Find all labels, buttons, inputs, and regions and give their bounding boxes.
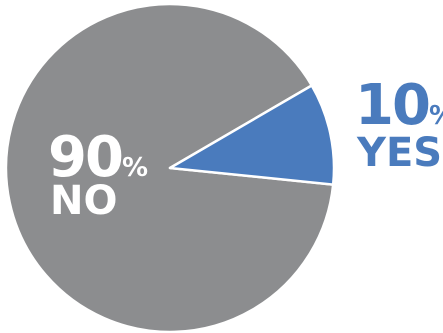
slice-unit-no: % [122,153,148,183]
slice-label-no: 90% [48,125,148,190]
slice-category-yes: YES [356,130,442,176]
pie-slices [4,2,336,333]
slice-unit-yes: % [429,101,443,131]
slice-value-no: 90 [48,125,122,190]
pie-slice-yes [168,84,336,186]
slice-category-no: NO [50,178,117,224]
slice-value-yes: 10 [355,73,429,138]
slice-label-yes: 10% [355,73,443,138]
